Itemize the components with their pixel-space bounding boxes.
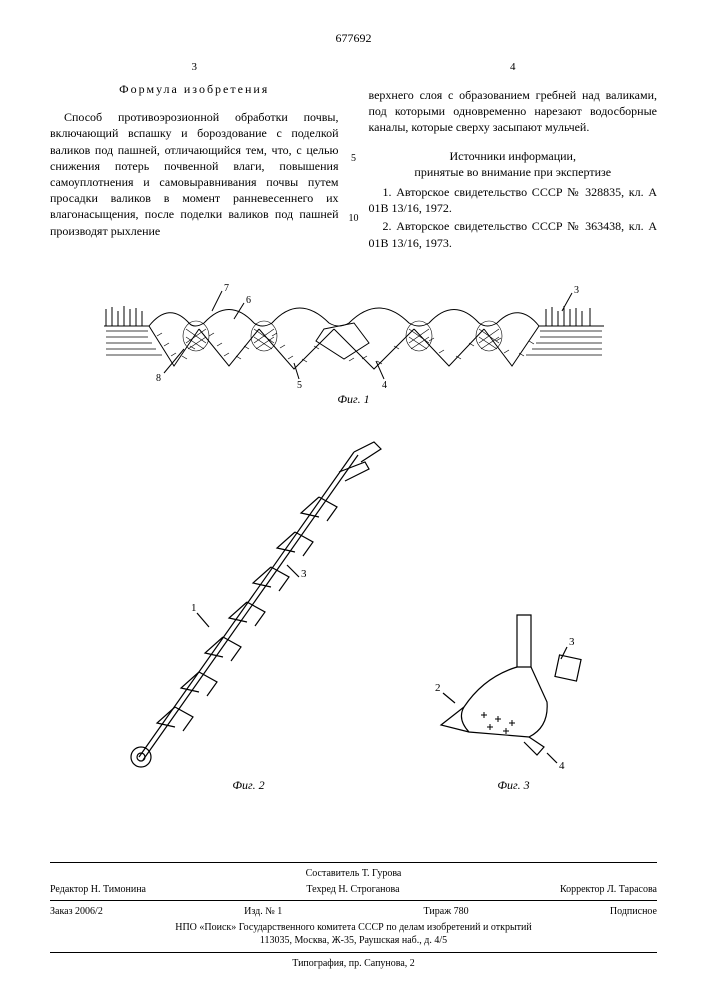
patent-number: 677692 bbox=[50, 30, 657, 46]
footer-typography: Типография, пр. Сапунова, 2 bbox=[50, 957, 657, 971]
fig1-ref-6: 6 bbox=[246, 295, 251, 306]
fig1-ref-4: 4 bbox=[382, 380, 387, 391]
footer-izd: Изд. № 1 bbox=[244, 905, 282, 919]
sources-title: Источники информации, принятые во вниман… bbox=[369, 148, 658, 180]
footer-staff-row: Редактор Н. Тимонина Техред Н. Строганов… bbox=[50, 883, 657, 897]
footer-rule-3 bbox=[50, 952, 657, 953]
fig2-ref-3: 3 bbox=[301, 568, 307, 580]
fig2-label: Фиг. 2 bbox=[109, 777, 389, 793]
fig3-ref-2: 2 bbox=[435, 682, 441, 694]
claim-paragraph-1: Способ противоэрозионной обработки почвы… bbox=[50, 109, 339, 239]
footer-podpisnoe: Подписное bbox=[610, 905, 657, 919]
fig3-label: Фиг. 3 bbox=[429, 777, 599, 793]
formula-title: Формула изобретения bbox=[50, 81, 339, 97]
source-1: 1. Авторское свидетельство СССР № 328835… bbox=[369, 184, 658, 216]
fig1-ref-3: 3 bbox=[574, 285, 579, 296]
footer: Составитель Т. Гурова Редактор Н. Тимони… bbox=[50, 858, 657, 970]
line-marker-5: 5 bbox=[351, 152, 356, 166]
left-col-number: 3 bbox=[50, 60, 339, 75]
text-columns: 3 Формула изобретения Способ противоэроз… bbox=[50, 60, 657, 253]
fig1-ref-8: 8 bbox=[156, 373, 161, 384]
figure-3-wrap: 3 2 4 Фиг. 3 bbox=[429, 607, 599, 793]
footer-address: 113035, Москва, Ж-35, Раушская наб., д. … bbox=[50, 934, 657, 948]
footer-org: НПО «Поиск» Государственного комитета СС… bbox=[50, 921, 657, 935]
footer-order: Заказ 2006/2 bbox=[50, 905, 103, 919]
line-marker-10: 10 bbox=[349, 212, 359, 226]
figure-1-svg: 7 6 8 5 4 3 bbox=[94, 281, 614, 391]
fig3-ref-3: 3 bbox=[569, 636, 575, 648]
figure-2-svg: 1 3 bbox=[109, 437, 389, 777]
right-col-number: 4 bbox=[369, 60, 658, 75]
fig3-ref-4: 4 bbox=[559, 760, 565, 772]
fig1-ref-7: 7 bbox=[224, 283, 229, 294]
figure-3-svg: 3 2 4 bbox=[429, 607, 599, 777]
fig2-ref-1: 1 bbox=[191, 602, 197, 614]
figures-2-3-block: 1 3 Фиг. 2 bbox=[50, 437, 657, 793]
footer-techred: Техред Н. Строганова bbox=[306, 883, 399, 897]
fig1-label: Фиг. 1 bbox=[50, 391, 657, 407]
source-2: 2. Авторское свидетельство СССР № 363438… bbox=[369, 218, 658, 250]
page: 677692 3 Формула изобретения Способ прот… bbox=[0, 0, 707, 813]
footer-rule-2 bbox=[50, 900, 657, 901]
footer-print-row: Заказ 2006/2 Изд. № 1 Тираж 780 Подписно… bbox=[50, 905, 657, 919]
claim-paragraph-2: верхнего слоя с образованием гребней над… bbox=[369, 87, 658, 136]
right-column: 4 верхнего слоя с образованием гребней н… bbox=[369, 60, 658, 253]
footer-rule-1 bbox=[50, 862, 657, 863]
left-column: 3 Формула изобретения Способ противоэроз… bbox=[50, 60, 339, 253]
footer-corrector: Корректор Л. Тарасова bbox=[560, 883, 657, 897]
figure-1-block: 7 6 8 5 4 3 Фиг. 1 bbox=[50, 281, 657, 407]
footer-editor: Редактор Н. Тимонина bbox=[50, 883, 146, 897]
footer-tirazh: Тираж 780 bbox=[424, 905, 469, 919]
fig1-ref-5: 5 bbox=[297, 380, 302, 391]
footer-compiler: Составитель Т. Гурова bbox=[50, 867, 657, 881]
figure-2-wrap: 1 3 Фиг. 2 bbox=[109, 437, 389, 793]
